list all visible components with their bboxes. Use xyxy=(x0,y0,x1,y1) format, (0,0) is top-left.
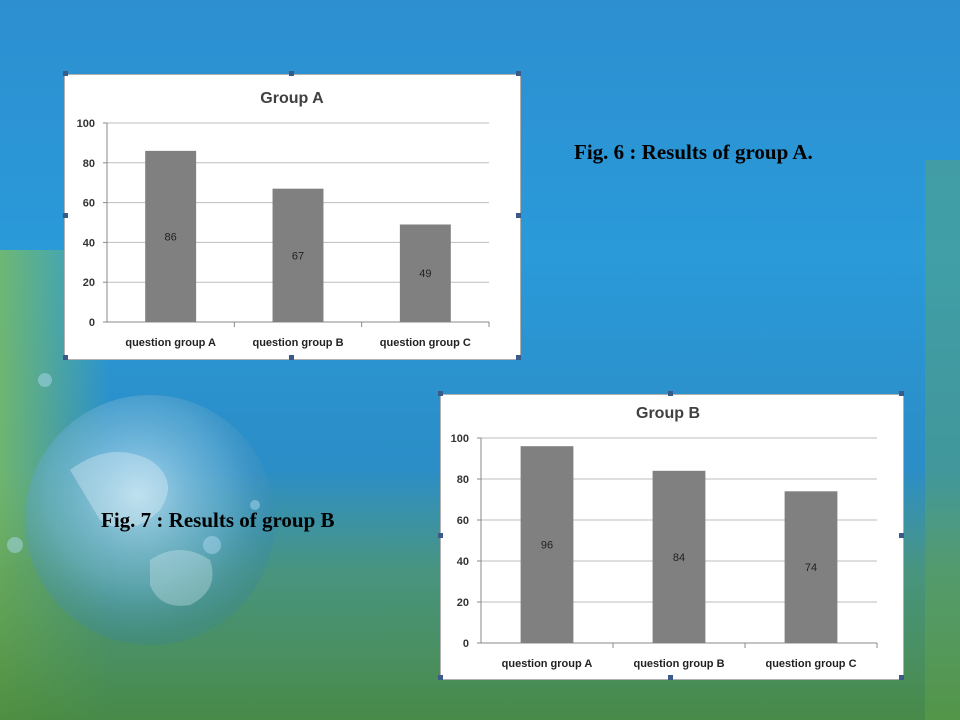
bar xyxy=(145,150,197,322)
y-tick-label: 20 xyxy=(457,597,469,609)
bar xyxy=(399,224,451,322)
resize-handle[interactable] xyxy=(668,675,673,680)
data-label: 49 xyxy=(419,268,431,280)
resize-handle[interactable] xyxy=(438,675,443,680)
y-tick-label: 80 xyxy=(457,474,469,486)
resize-handle[interactable] xyxy=(668,391,673,396)
globe-decoration xyxy=(25,395,275,645)
bar xyxy=(520,446,574,643)
resize-handle[interactable] xyxy=(899,533,904,538)
data-label: 84 xyxy=(673,552,685,564)
chart-title: Group B xyxy=(636,405,700,422)
chart-title: Group A xyxy=(260,90,324,107)
y-tick-label: 60 xyxy=(457,515,469,527)
x-tick-label: question group C xyxy=(380,337,471,349)
x-tick-label: question group B xyxy=(633,658,724,670)
resize-handle[interactable] xyxy=(289,355,294,360)
resize-handle[interactable] xyxy=(289,71,294,76)
chart-group-a: Group A 0 20 40 60 80 100 86 question group A 67 q… xyxy=(77,90,490,349)
y-tick-label: 20 xyxy=(83,277,95,289)
chart-panel-group-b: Group B 0 20 40 60 80 100 96 question group A 84 q… xyxy=(440,394,904,680)
resize-handle[interactable] xyxy=(63,355,68,360)
x-tick-label: question group A xyxy=(125,337,216,349)
y-tick-label: 40 xyxy=(83,237,95,249)
resize-handle[interactable] xyxy=(516,213,521,218)
bar xyxy=(272,188,324,322)
data-label: 67 xyxy=(292,250,304,262)
resize-handle[interactable] xyxy=(63,71,68,76)
chart-group-b: Group B 0 20 40 60 80 100 96 question group A 84 q… xyxy=(451,405,878,670)
figure-caption-a: Fig. 6 : Results of group A. xyxy=(574,140,813,164)
resize-handle[interactable] xyxy=(516,71,521,76)
y-tick-label: 100 xyxy=(77,118,95,130)
figure-caption-b: Fig. 7 : Results of group B xyxy=(101,508,335,532)
chart-panel-group-a: Group A 0 20 40 60 80 100 86 question group A 67 q… xyxy=(64,74,521,360)
data-label: 74 xyxy=(805,562,817,574)
resize-handle[interactable] xyxy=(516,355,521,360)
x-tick-label: question group A xyxy=(502,658,593,670)
y-tick-label: 0 xyxy=(463,638,469,650)
y-tick-label: 60 xyxy=(83,198,95,210)
resize-handle[interactable] xyxy=(899,391,904,396)
y-tick-label: 80 xyxy=(83,158,95,170)
resize-handle[interactable] xyxy=(438,391,443,396)
bar xyxy=(784,491,838,643)
data-label: 96 xyxy=(541,540,553,552)
resize-handle[interactable] xyxy=(899,675,904,680)
y-tick-label: 0 xyxy=(89,317,95,329)
x-tick-label: question group C xyxy=(765,658,856,670)
resize-handle[interactable] xyxy=(438,533,443,538)
x-tick-label: question group B xyxy=(252,337,343,349)
y-tick-label: 40 xyxy=(457,556,469,568)
data-label: 86 xyxy=(165,231,177,243)
bar xyxy=(652,470,706,643)
resize-handle[interactable] xyxy=(63,213,68,218)
y-tick-label: 100 xyxy=(451,433,469,445)
